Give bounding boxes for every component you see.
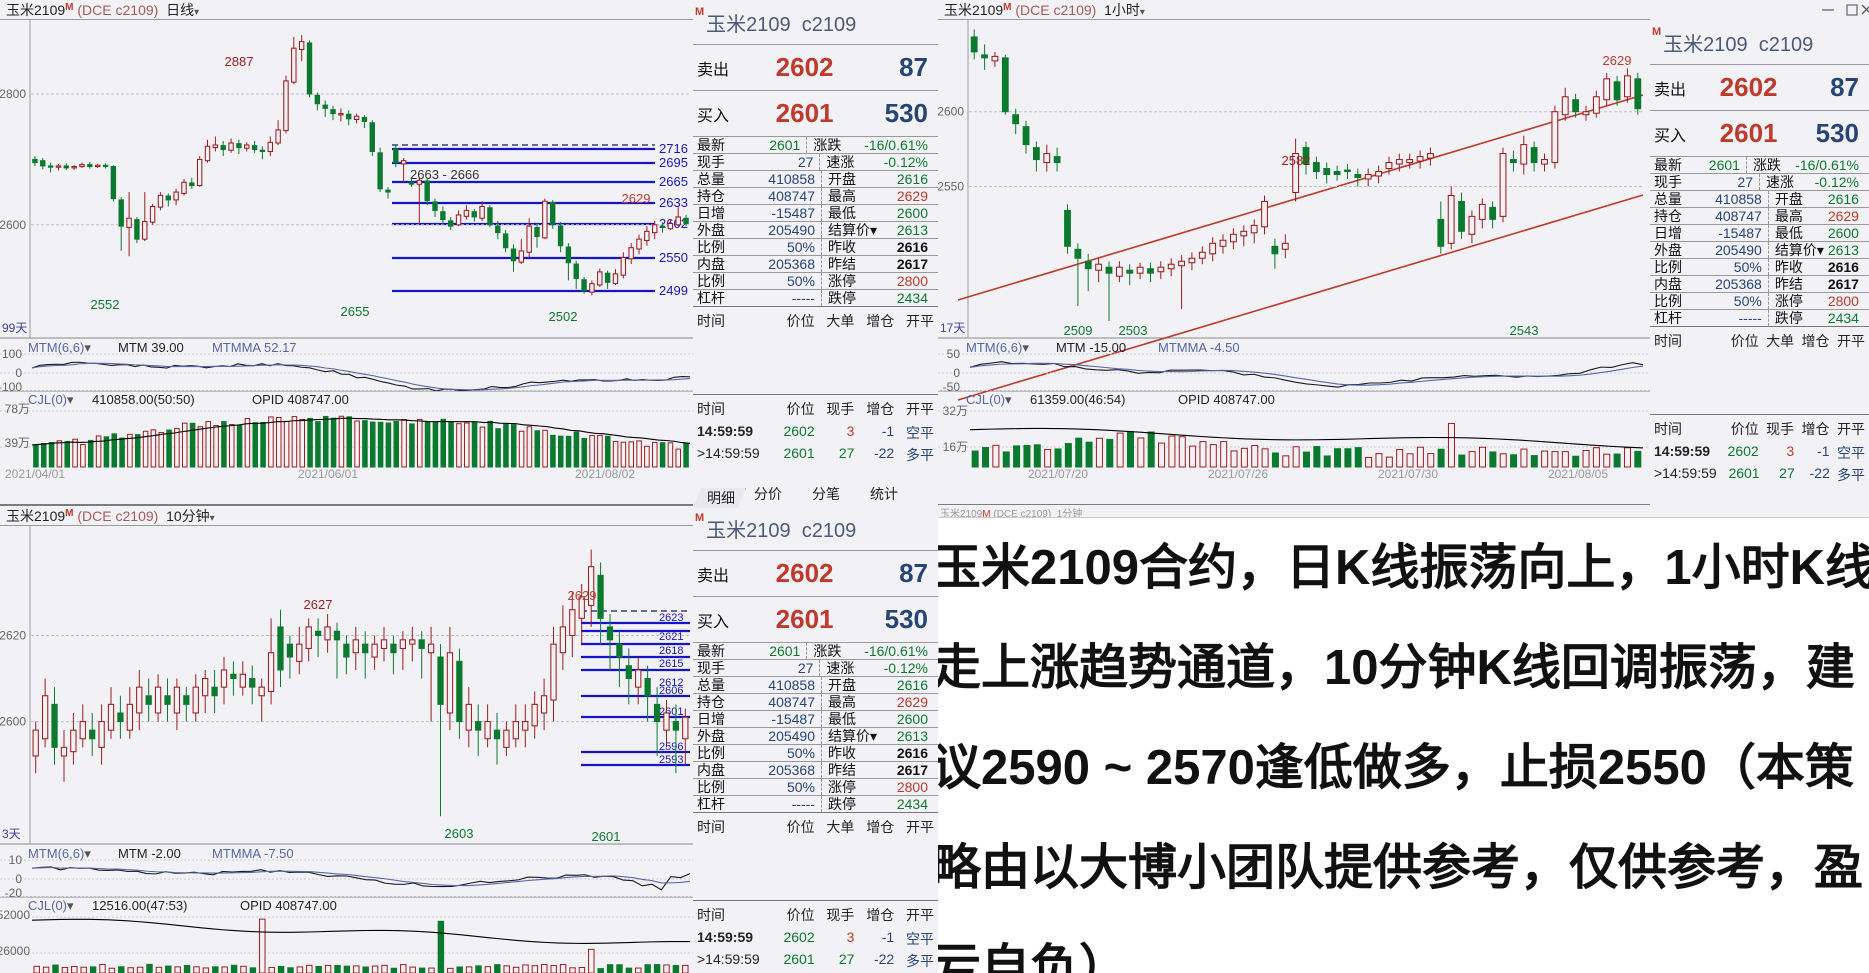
svg-text:100: 100 bbox=[2, 347, 22, 361]
svg-text:16万: 16万 bbox=[943, 440, 968, 454]
svg-text:CJL(0)▾: CJL(0)▾ bbox=[966, 392, 1012, 407]
svg-text:2620: 2620 bbox=[0, 629, 26, 643]
svg-text:2601: 2601 bbox=[592, 829, 621, 844]
svg-text:-100: -100 bbox=[0, 380, 22, 391]
svg-text:2615: 2615 bbox=[659, 658, 683, 670]
svg-text:2582: 2582 bbox=[1282, 153, 1311, 168]
svg-text:MTM(6,6)▾: MTM(6,6)▾ bbox=[28, 340, 91, 355]
svg-text:2596: 2596 bbox=[659, 741, 683, 753]
svg-text:2550: 2550 bbox=[659, 250, 688, 265]
svg-text:10: 10 bbox=[9, 853, 23, 867]
svg-text:2600: 2600 bbox=[0, 218, 26, 232]
svg-text:-20: -20 bbox=[5, 886, 23, 897]
svg-text:2600: 2600 bbox=[938, 105, 964, 119]
svg-text:0: 0 bbox=[15, 366, 22, 380]
svg-text:MTMMA -4.50: MTMMA -4.50 bbox=[1158, 340, 1240, 355]
svg-text:2800: 2800 bbox=[0, 87, 26, 101]
svg-text:2665: 2665 bbox=[659, 174, 688, 189]
svg-text:2021/06/01: 2021/06/01 bbox=[298, 467, 358, 481]
svg-text:2593: 2593 bbox=[659, 754, 683, 766]
svg-text:CJL(0)▾: CJL(0)▾ bbox=[28, 898, 74, 913]
svg-text:OPID 408747.00: OPID 408747.00 bbox=[240, 898, 337, 913]
svg-text:2663 - 2666: 2663 - 2666 bbox=[410, 167, 479, 182]
svg-text:78万: 78万 bbox=[5, 402, 30, 416]
svg-text:-50: -50 bbox=[943, 380, 961, 391]
svg-text:2621: 2621 bbox=[659, 631, 683, 643]
svg-text:MTM(6,6)▾: MTM(6,6)▾ bbox=[28, 846, 91, 861]
svg-text:OPID 408747.00: OPID 408747.00 bbox=[1178, 392, 1275, 407]
svg-text:12516.00(47:53): 12516.00(47:53) bbox=[92, 898, 187, 913]
svg-text:2623: 2623 bbox=[659, 612, 683, 624]
svg-text:MTM -2.00: MTM -2.00 bbox=[118, 846, 181, 861]
svg-text:2695: 2695 bbox=[659, 155, 688, 170]
svg-text:2716: 2716 bbox=[659, 141, 688, 156]
svg-text:2552: 2552 bbox=[91, 297, 120, 312]
svg-text:2655: 2655 bbox=[341, 304, 370, 319]
svg-text:26000: 26000 bbox=[0, 944, 30, 958]
svg-text:OPID 408747.00: OPID 408747.00 bbox=[252, 392, 349, 407]
svg-text:3天: 3天 bbox=[2, 827, 21, 841]
svg-text:2600: 2600 bbox=[0, 715, 26, 729]
svg-text:2021/07/30: 2021/07/30 bbox=[1378, 467, 1438, 481]
svg-text:410858.00(50:50): 410858.00(50:50) bbox=[92, 392, 195, 407]
svg-text:39万: 39万 bbox=[5, 436, 30, 450]
svg-text:2021/07/26: 2021/07/26 bbox=[1208, 467, 1268, 481]
svg-text:2627: 2627 bbox=[304, 597, 333, 612]
svg-text:2502: 2502 bbox=[549, 309, 578, 324]
svg-text:52000: 52000 bbox=[0, 908, 30, 922]
svg-text:2633: 2633 bbox=[659, 195, 688, 210]
svg-text:61359.00(46:54): 61359.00(46:54) bbox=[1030, 392, 1125, 407]
svg-text:2601: 2601 bbox=[659, 706, 683, 718]
svg-text:17天: 17天 bbox=[940, 321, 965, 335]
svg-text:2499: 2499 bbox=[659, 283, 688, 298]
svg-text:2887: 2887 bbox=[225, 54, 254, 69]
svg-text:CJL(0)▾: CJL(0)▾ bbox=[28, 392, 74, 407]
svg-text:MTMMA 52.17: MTMMA 52.17 bbox=[212, 340, 297, 355]
svg-text:MTM(6,6)▾: MTM(6,6)▾ bbox=[966, 340, 1029, 355]
svg-text:MTMMA -7.50: MTMMA -7.50 bbox=[212, 846, 294, 861]
svg-text:2629: 2629 bbox=[568, 588, 597, 603]
svg-text:2603: 2603 bbox=[445, 826, 474, 841]
svg-text:MTM -15.00: MTM -15.00 bbox=[1056, 340, 1126, 355]
svg-text:MTM 39.00: MTM 39.00 bbox=[118, 340, 184, 355]
svg-text:50: 50 bbox=[947, 347, 961, 361]
svg-text:2509: 2509 bbox=[1064, 323, 1093, 338]
svg-text:2629: 2629 bbox=[1603, 53, 1632, 68]
svg-text:2629: 2629 bbox=[622, 191, 651, 206]
svg-text:2021/07/20: 2021/07/20 bbox=[1028, 467, 1088, 481]
svg-text:2503: 2503 bbox=[1119, 323, 1148, 338]
svg-text:32万: 32万 bbox=[943, 404, 968, 418]
svg-text:2021/04/01: 2021/04/01 bbox=[5, 467, 65, 481]
svg-text:2021/08/02: 2021/08/02 bbox=[575, 467, 635, 481]
svg-text:0: 0 bbox=[15, 872, 22, 886]
svg-text:2550: 2550 bbox=[938, 180, 964, 194]
svg-text:2021/08/05: 2021/08/05 bbox=[1548, 467, 1608, 481]
svg-text:0: 0 bbox=[953, 366, 960, 380]
svg-text:2543: 2543 bbox=[1510, 323, 1539, 338]
svg-text:99天: 99天 bbox=[2, 321, 27, 335]
svg-text:2606: 2606 bbox=[659, 685, 683, 697]
svg-text:2618: 2618 bbox=[659, 645, 683, 657]
